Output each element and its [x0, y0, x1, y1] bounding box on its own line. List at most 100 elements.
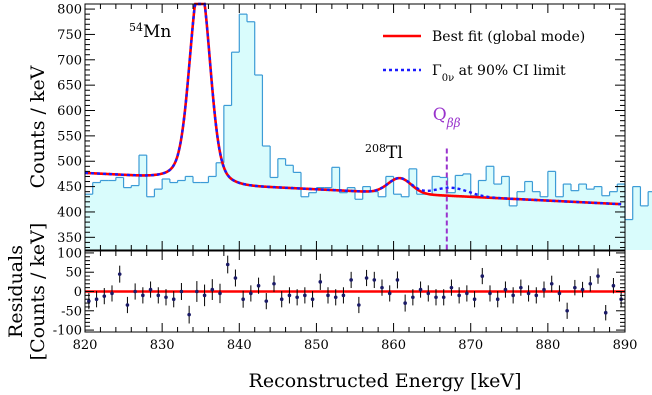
residual-point [110, 291, 114, 296]
residual-point [141, 293, 145, 298]
residual-point [472, 297, 477, 302]
residual-point [372, 278, 377, 282]
y-axis-title: Counts / keV [27, 65, 49, 188]
y-tick-label: 750 [57, 28, 82, 43]
residual-point [573, 285, 577, 290]
residual-point [272, 281, 276, 286]
residual-point [210, 287, 215, 292]
residual-point [418, 287, 423, 292]
x-tick-label: 870 [458, 338, 483, 353]
annotations-layer: 54Mn 208Tl Qββ [129, 21, 461, 164]
residual-y-tick-label: 100 [57, 246, 82, 261]
y-tick-label: 500 [57, 155, 82, 170]
y-tick-label: 800 [57, 3, 82, 18]
residual-point [164, 295, 168, 300]
residual-point [488, 291, 492, 296]
residual-point [588, 281, 593, 286]
legend: Best fit (global mode) Γ0ν at 90% CI limi… [383, 29, 585, 84]
y-tick-label: 450 [57, 180, 82, 195]
y-tick-label: 650 [57, 79, 82, 94]
legend-label-signal-limit: Γ0ν at 90% CI limit [432, 63, 566, 84]
x-tick-label: 880 [535, 338, 560, 353]
y-tick-label: 600 [57, 104, 82, 119]
residual-point [241, 297, 245, 302]
residual-point [495, 297, 500, 302]
residual-y-tick-label: 0 [74, 285, 82, 300]
residual-point [233, 276, 238, 280]
residual-point [148, 287, 153, 292]
y-tick-label: 700 [57, 53, 82, 68]
residual-point [102, 294, 107, 298]
residual-point [395, 278, 400, 282]
residual-point [133, 289, 137, 294]
residual-point [249, 291, 253, 296]
x-tick-label: 860 [381, 338, 406, 353]
axis-titles: Counts / keV Residuals [Counts / keV] Recon… [5, 65, 521, 392]
signal-limit-curve [84, 2, 622, 206]
residual-point [611, 283, 616, 288]
y-tick-label: 400 [57, 205, 82, 220]
residual-point [310, 297, 315, 302]
residual-y-axis-title: Residuals [5, 245, 27, 338]
residual-point [380, 285, 384, 290]
residual-point [171, 297, 176, 302]
residual-point [426, 291, 431, 296]
residual-point [333, 295, 338, 300]
residual-point [549, 281, 554, 286]
residual-point [341, 293, 346, 298]
residual-point [403, 301, 407, 305]
residual-point [156, 293, 161, 298]
residual-y-axis-unit: [Counts / keV] [27, 223, 49, 361]
residual-point [295, 295, 299, 300]
residual-point [326, 293, 330, 298]
residual-point [449, 285, 454, 290]
residual-point [349, 278, 353, 282]
residual-point [202, 293, 207, 298]
residual-point [264, 299, 269, 303]
residual-point [303, 293, 307, 298]
residual-point [187, 312, 191, 317]
residual-point [117, 272, 122, 276]
x-tick-label: 820 [73, 338, 98, 353]
residual-point [480, 274, 485, 278]
residual-point [87, 299, 91, 303]
residual-point [218, 291, 222, 296]
residual-point [542, 287, 546, 292]
y-tick-label: 350 [57, 231, 82, 246]
residual-point [557, 291, 562, 296]
residual-y-tick-label: -100 [53, 324, 82, 339]
residual-point [511, 293, 515, 298]
residual-y-tick-label: 50 [65, 266, 82, 281]
residual-point [534, 293, 539, 298]
legend-label-best-fit: Best fit (global mode) [432, 29, 585, 45]
top-panel: 350 400 450 500 550 600 650 700 750 800 [57, 2, 652, 251]
residual-point [125, 303, 130, 307]
residual-point [503, 287, 508, 292]
residual-point [580, 287, 585, 292]
residual-point [195, 289, 199, 294]
residual-point [411, 295, 415, 300]
residual-point [519, 285, 523, 290]
histogram-fill [85, 14, 652, 250]
residual-point [225, 262, 230, 267]
bottom-panel: -100 -50 0 50 100 820 830 840 850 860 870 880 890 [53, 246, 638, 353]
mn54-label: 54Mn [129, 21, 171, 43]
residual-point [318, 280, 323, 284]
residual-point [603, 310, 608, 315]
residual-point [287, 293, 292, 298]
residual-point [387, 291, 392, 296]
y-tick-label: 550 [57, 129, 82, 144]
qbb-label: Qββ [433, 105, 461, 130]
residual-point [357, 303, 361, 307]
x-tick-label: 830 [150, 338, 175, 353]
residual-point [457, 293, 461, 298]
residual-point [565, 308, 569, 313]
x-tick-label: 890 [613, 338, 638, 353]
x-tick-label: 850 [304, 338, 329, 353]
residual-point [179, 289, 184, 294]
residual-point [441, 295, 446, 300]
residual-point [279, 297, 284, 302]
x-tick-label: 840 [227, 338, 252, 353]
residual-point [596, 274, 600, 278]
x-axis-title: Reconstructed Energy [keV] [249, 370, 522, 392]
